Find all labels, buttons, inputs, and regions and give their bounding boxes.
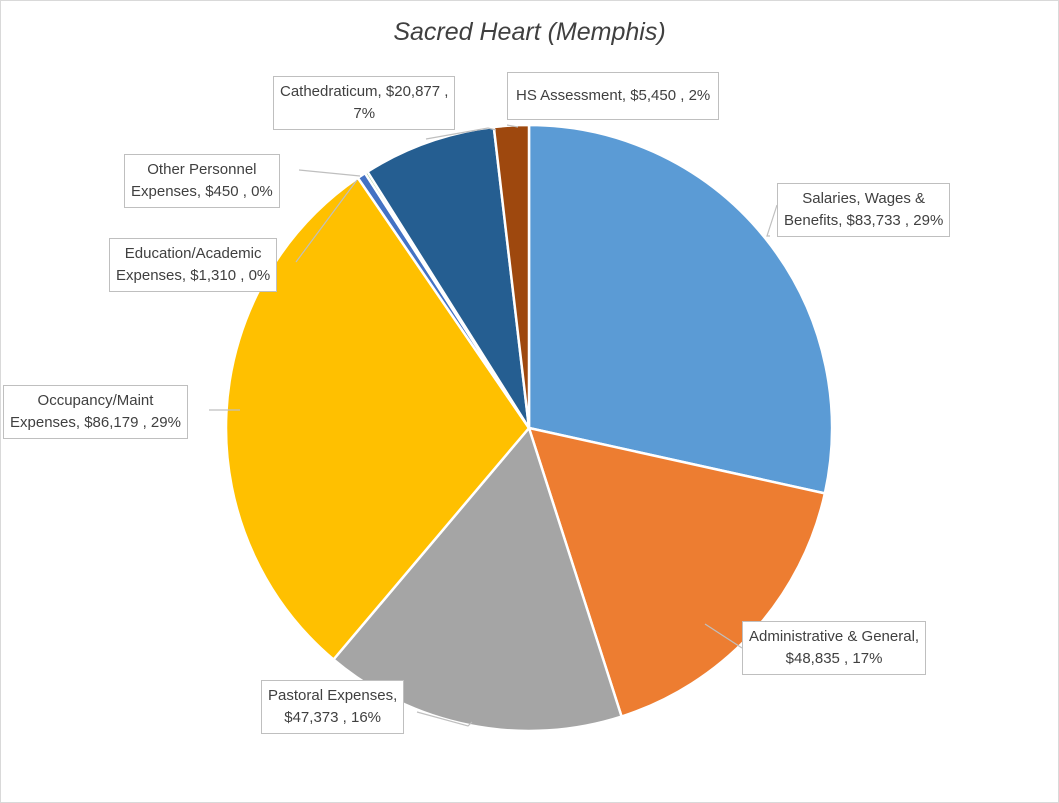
leader-lines	[209, 124, 778, 727]
pie-slices	[224, 123, 834, 733]
chart-title: Sacred Heart (Memphis)	[393, 18, 666, 46]
data-label-line: Expenses, $86,179 , 29%	[10, 414, 181, 431]
data-label-line: Expenses, $1,310 , 0%	[116, 267, 271, 284]
data-label-line: Education/Academic	[124, 245, 262, 262]
data-label-line: $48,835 , 17%	[785, 650, 883, 667]
data-label-line: 7%	[353, 105, 376, 122]
data-label-line: $47,373 , 16%	[284, 709, 381, 726]
data-label-other-personnel: Other Personnel Expenses, $450 , 0%	[124, 154, 280, 208]
data-label-line: HS Assessment, $5,450 , 2%	[516, 87, 711, 104]
data-label-pastoral: Pastoral Expenses, $47,373 , 16%	[261, 680, 405, 734]
pie-slice-cathedraticum	[366, 125, 531, 430]
pie-slice-pastoral	[332, 426, 623, 733]
data-label-line: Administrative & General,	[749, 628, 920, 645]
leader-line	[766, 204, 778, 237]
leader-line	[506, 124, 519, 128]
leader-line	[298, 169, 361, 177]
data-label-line: Pastoral Expenses,	[268, 687, 398, 704]
data-label-hs-assessment: HS Assessment, $5,450 , 2%	[507, 72, 720, 120]
data-label-line: Cathedraticum, $20,877 ,	[280, 83, 449, 100]
data-label-line: Occupancy/Maint	[37, 392, 154, 409]
data-label-cathedraticum: Cathedraticum, $20,877 , 7%	[273, 76, 456, 130]
leader-line	[704, 623, 743, 649]
data-label-occupancy: Occupancy/Maint Expenses, $86,179 , 29%	[3, 385, 188, 439]
data-label-administrative: Administrative & General, $48,835 , 17%	[742, 621, 927, 675]
leader-line	[416, 711, 473, 727]
pie-slice-salaries	[527, 123, 834, 495]
data-label-line: Expenses, $450 , 0%	[131, 183, 273, 200]
data-label-line: Salaries, Wages &	[802, 190, 926, 207]
data-label-line: Other Personnel	[147, 161, 257, 178]
leader-line	[425, 127, 497, 140]
data-label-education: Education/Academic Expenses, $1,310 , 0%	[109, 238, 278, 292]
data-label-salaries: Salaries, Wages & Benefits, $83,733 , 29…	[777, 183, 951, 237]
data-label-line: Benefits, $83,733 , 29%	[784, 212, 944, 229]
pie-slice-occupancy	[224, 176, 531, 661]
leader-line	[295, 179, 358, 263]
